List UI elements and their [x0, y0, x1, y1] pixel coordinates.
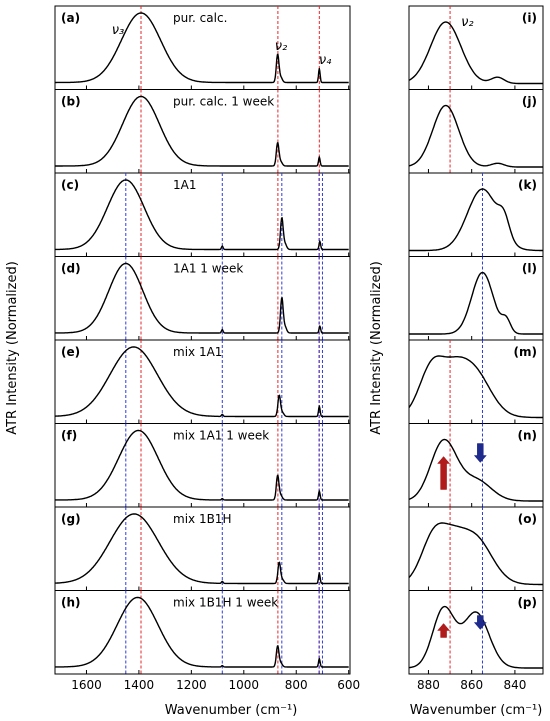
left-panel-c: (c) 1A1 — [54, 172, 351, 257]
panel-letter: (e) — [61, 345, 80, 359]
left-panel-e: (e) mix 1A1 — [54, 339, 351, 424]
right-panel-m: (m) — [408, 339, 544, 424]
panel-frame — [408, 590, 544, 675]
panel-letter: (b) — [61, 95, 81, 109]
panel-sample-name: pur. calc. 1 week — [173, 95, 274, 109]
panel-sample-name: 1A1 — [173, 178, 196, 192]
panel-letter: (f) — [61, 429, 77, 443]
panel-letter: (j) — [522, 95, 537, 109]
spectrum-line — [54, 429, 349, 501]
x-tick-label: 880 — [417, 678, 440, 692]
spectrum-line — [54, 95, 349, 167]
right-panel-l: (l) — [408, 256, 544, 341]
panel-letter: (o) — [518, 512, 537, 526]
left-panel-d: (d) 1A1 1 week — [54, 256, 351, 341]
x-tick-label: 1000 — [229, 678, 260, 692]
up-arrow-red — [437, 623, 451, 638]
right-panel-k: (k) — [408, 172, 544, 257]
panel-letter: (d) — [61, 262, 81, 276]
panel-letter: (k) — [518, 178, 537, 192]
panel-letter: (i) — [522, 11, 537, 25]
peak-annotation: ν₂ — [461, 15, 473, 30]
up-arrow-red — [437, 456, 451, 490]
spectrum-line — [408, 355, 543, 419]
panel-frame — [54, 172, 351, 257]
x-axis-label-right: Wavenumber (cm⁻¹) — [410, 703, 543, 718]
x-tick-label: 800 — [285, 678, 308, 692]
spectrum-line — [54, 346, 349, 418]
x-tick-label: 840 — [503, 678, 526, 692]
spectrum-line — [54, 12, 349, 84]
panel-sample-name: pur. calc. — [173, 11, 227, 25]
panel-letter: (g) — [61, 512, 81, 526]
left-spectra-column: (a) pur. calc.(b) pur. calc. 1 week(c) 1A1(… — [54, 5, 360, 692]
peak-annotation: ν₂ — [275, 39, 287, 54]
panel-sample-name: mix 1B1H 1 week — [173, 596, 278, 610]
y-axis-label-left: ATR Intensity (Normalized) — [5, 261, 20, 435]
peak-annotation: ν₄ — [319, 53, 332, 68]
spectrum-line — [54, 513, 349, 585]
x-tick-label: 600 — [337, 678, 360, 692]
panel-letter: (p) — [517, 596, 537, 610]
panel-letter: (m) — [514, 345, 537, 359]
spectrum-line — [54, 596, 349, 668]
spectrum-line — [54, 262, 349, 334]
panel-letter: (a) — [61, 11, 80, 25]
panel-sample-name: mix 1A1 1 week — [173, 429, 269, 443]
spectrum-line — [408, 522, 543, 586]
down-arrow-blue — [473, 443, 487, 463]
spectrum-line — [409, 271, 543, 335]
right-panel-n: (n) — [408, 423, 544, 508]
x-axis-label-left: Wavenumber (cm⁻¹) — [165, 703, 298, 718]
panel-letter: (l) — [522, 262, 537, 276]
panel-sample-name: mix 1A1 — [173, 345, 222, 359]
left-panel-h: (h) mix 1B1H 1 week — [54, 590, 351, 675]
left-panel-g: (g) mix 1B1H — [54, 506, 351, 591]
left-panel-b: (b) pur. calc. 1 week — [54, 89, 351, 174]
panel-sample-name: 1A1 1 week — [173, 262, 243, 276]
spectrum-line — [408, 21, 543, 85]
peak-annotation: ν₃ — [112, 23, 124, 38]
x-tick-label: 1600 — [71, 678, 102, 692]
right-panel-p: (p) — [408, 590, 544, 675]
panel-letter: (h) — [61, 596, 81, 610]
right-panel-o: (o) — [408, 506, 544, 591]
x-tick-label: 1200 — [176, 678, 207, 692]
panel-letter: (c) — [61, 178, 79, 192]
panel-letter: (n) — [517, 429, 537, 443]
left-panel-f: (f) mix 1A1 1 week — [54, 423, 351, 508]
spectrum-line — [408, 605, 543, 669]
spectrum-line — [54, 179, 349, 251]
panel-sample-name: mix 1B1H — [173, 512, 231, 526]
left-panel-a: (a) pur. calc. — [54, 5, 351, 90]
right-panel-j: (j) — [408, 89, 544, 174]
x-tick-label: 1400 — [124, 678, 155, 692]
right-spectra-column: (i) (j) (k) (l) (m) (n) (o) (p) 880 860 840 ν₂ — [408, 5, 544, 692]
spectrum-line — [408, 438, 543, 502]
y-axis-label-right: ATR Intensity (Normalized) — [369, 261, 384, 435]
panel-frame — [54, 590, 351, 675]
right-panel-i: (i) — [408, 5, 544, 90]
down-arrow-blue — [473, 615, 487, 630]
x-tick-label: 860 — [460, 678, 483, 692]
spectrum-line — [408, 104, 543, 168]
spectrum-line — [409, 188, 543, 252]
